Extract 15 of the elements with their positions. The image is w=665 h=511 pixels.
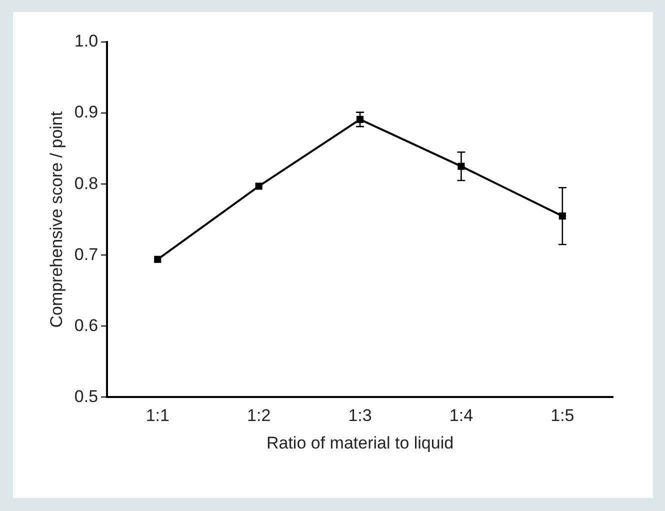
x-tick-label: 1:5 — [550, 406, 574, 426]
y-tick-label: 0.7 — [74, 244, 98, 264]
y-axis-title: Comprehensive score / point — [46, 111, 66, 328]
x-tick-label: 1:3 — [348, 406, 372, 426]
y-tick-label: 0.8 — [74, 174, 98, 193]
x-axis-title: Ratio of material to liquid — [266, 433, 454, 452]
x-tick-label: 1:2 — [247, 406, 271, 426]
point — [154, 256, 162, 263]
y-tick-label: 1.0 — [74, 32, 98, 51]
y-tick-label: 0.9 — [74, 102, 98, 122]
x-tick-label: 1:1 — [146, 406, 170, 426]
y-tick-label: 0.6 — [74, 316, 98, 335]
x-tick-label: 1:4 — [449, 406, 474, 426]
y-tick-label: 0.5 — [74, 386, 98, 406]
point — [255, 182, 262, 190]
